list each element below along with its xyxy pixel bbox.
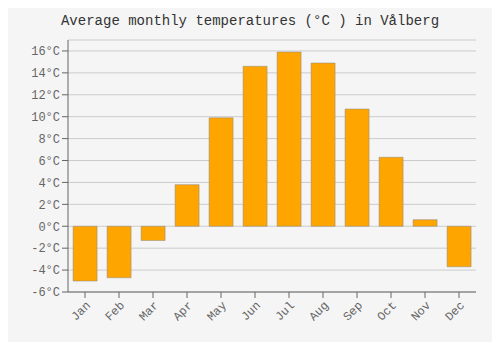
svg-text:-4°C: -4°C: [31, 264, 60, 278]
svg-text:10°C: 10°C: [31, 111, 60, 125]
svg-text:14°C: 14°C: [31, 67, 60, 81]
html-text:Average monthly temperatures (: Average monthly temperatures (°C ) in Vå…: [61, 13, 439, 29]
svg-text:12°C: 12°C: [31, 89, 60, 103]
svg-text:Jan: Jan: [69, 299, 94, 324]
svg-text:Nov: Nov: [409, 299, 434, 324]
svg-text:8°C: 8°C: [38, 133, 60, 147]
svg-text:16°C: 16°C: [31, 45, 60, 59]
svg-text:Sep: Sep: [341, 299, 366, 324]
svg-text:2°C: 2°C: [38, 199, 60, 213]
svg-text:Mar: Mar: [137, 299, 162, 324]
svg-text:Feb: Feb: [103, 299, 128, 324]
svg-text:Jun: Jun: [239, 299, 264, 324]
svg-text:Dec: Dec: [443, 299, 468, 324]
svg-text:-2°C: -2°C: [31, 242, 60, 256]
svg-text:Apr: Apr: [171, 299, 196, 324]
svg-text:6°C: 6°C: [38, 155, 60, 169]
svg-text:May: May: [205, 299, 230, 324]
svg-text:Oct: Oct: [375, 299, 400, 324]
svg-text:-6°C: -6°C: [31, 286, 60, 300]
svg-text:0°C: 0°C: [38, 221, 60, 235]
svg-text:4°C: 4°C: [38, 177, 60, 191]
svg-text:Jul: Jul: [273, 299, 298, 324]
svg-text:Aug: Aug: [307, 299, 332, 324]
